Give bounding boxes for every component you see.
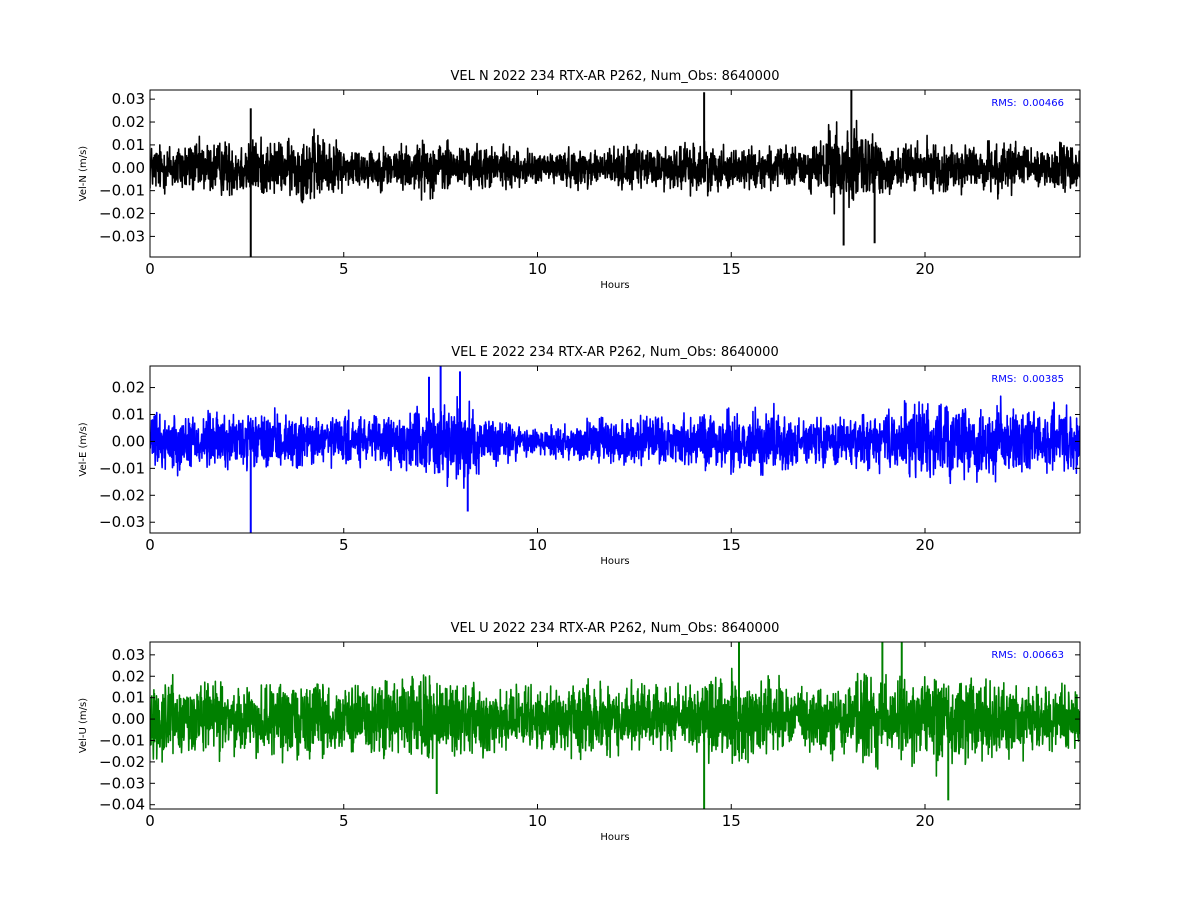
vel-u-ytick-label-0: 0.03 [112, 646, 145, 664]
vel-u-xtick-label-0: 0 [145, 812, 155, 830]
vel-e-ytick-label-2: 0.00 [112, 432, 145, 450]
vel-u-rms-label: RMS: [991, 650, 1016, 661]
vel-u-panel: 0 5 10 15 20 0.03 0.02 0.01 0.00 −0.01 −0.02 −0.03 −… [78, 621, 1081, 843]
vel-u-ytick-label-1: 0.02 [112, 667, 145, 685]
vel-e-rms-value: 0.00385 [1023, 374, 1064, 385]
vel-n-ytick-label-2: 0.01 [112, 136, 145, 154]
vel-n-rms-annotation: RMS: 0.00466 [991, 98, 1064, 109]
vel-n-y-axis-label: Vel-N (m/s) [78, 146, 89, 201]
vel-e-ytick-label-3: −0.01 [99, 459, 145, 477]
vel-u-xtick-label-3: 15 [722, 812, 741, 830]
vel-u-xtick-label-1: 5 [339, 812, 349, 830]
vel-n-xtick-label-2: 10 [528, 260, 547, 278]
vel-e-xtick-label-2: 10 [528, 536, 547, 554]
vel-e-ytick-label-4: −0.02 [99, 486, 145, 504]
vel-e-xtick-label-4: 20 [915, 536, 934, 554]
vel-e-xtick-label-1: 5 [339, 536, 349, 554]
vel-e-rms-annotation: RMS: 0.00385 [991, 374, 1064, 385]
vel-u-ytick-label-5: −0.02 [99, 753, 145, 771]
vel-e-axes-frame [149, 365, 1081, 534]
vel-n-ytick-label-3: 0.00 [112, 159, 145, 177]
vel-u-rms-value: 0.00663 [1023, 650, 1064, 661]
vel-n-x-axis-label: Hours [600, 280, 629, 291]
vel-n-ytick-label-5: −0.02 [99, 205, 145, 223]
vel-n-chart-title: VEL N 2022 234 RTX-AR P262, Num_Obs: 864… [451, 69, 780, 84]
vel-u-axes-frame [149, 641, 1081, 810]
vel-n-ytick-label-0: 0.03 [112, 90, 145, 108]
vel-u-ytick-label-6: −0.03 [99, 774, 145, 792]
vel-e-chart-title: VEL E 2022 234 RTX-AR P262, Num_Obs: 864… [451, 345, 778, 360]
vel-e-ytick-label-0: 0.02 [112, 379, 145, 397]
vel-n-ytick-label-6: −0.03 [99, 227, 145, 245]
vel-u-ytick-label-4: −0.01 [99, 731, 145, 749]
vel-u-ytick-label-2: 0.01 [112, 689, 145, 707]
vel-e-xtick-label-0: 0 [145, 536, 155, 554]
vel-u-xtick-label-2: 10 [528, 812, 547, 830]
vel-n-xtick-label-1: 5 [339, 260, 349, 278]
vel-n-xtick-label-0: 0 [145, 260, 155, 278]
vel-n-rms-value: 0.00466 [1023, 98, 1064, 109]
vel-e-panel: 0 5 10 15 20 0.02 0.01 0.00 −0.01 −0.02 −0.03 VEL E… [78, 345, 1081, 567]
vel-n-rms-label: RMS: [991, 98, 1016, 109]
vel-n-panel: 0 5 10 15 20 0.03 0.02 0.01 0.00 −0.01 −0.02 −0.03 V… [78, 69, 1081, 291]
vel-e-ytick-label-1: 0.01 [112, 405, 145, 423]
vel-u-rms-annotation: RMS: 0.00663 [991, 650, 1064, 661]
vel-e-y-axis-label: Vel-E (m/s) [78, 422, 89, 476]
vel-e-series-line [150, 395, 1080, 489]
vel-e-rms-label: RMS: [991, 374, 1016, 385]
vel-e-ytick-label-5: −0.03 [99, 513, 145, 531]
vel-u-xtick-label-4: 20 [915, 812, 934, 830]
vel-n-ytick-label-1: 0.02 [112, 113, 145, 131]
vel-n-series-line [150, 119, 1080, 215]
vel-u-chart-title: VEL U 2022 234 RTX-AR P262, Num_Obs: 864… [451, 621, 780, 636]
vel-e-xtick-label-3: 15 [722, 536, 741, 554]
vel-u-ytick-label-7: −0.04 [99, 796, 145, 814]
vel-n-axes-frame [149, 89, 1081, 258]
vel-e-x-axis-label: Hours [600, 556, 629, 567]
vel-n-xtick-label-4: 20 [915, 260, 934, 278]
vel-u-series-line [150, 667, 1080, 777]
vel-u-y-axis-label: Vel-U (m/s) [78, 698, 89, 753]
vel-n-ytick-label-4: −0.01 [99, 182, 145, 200]
vel-n-xtick-label-3: 15 [722, 260, 741, 278]
vel-u-ytick-label-3: 0.00 [112, 710, 145, 728]
vel-u-x-axis-label: Hours [600, 832, 629, 843]
